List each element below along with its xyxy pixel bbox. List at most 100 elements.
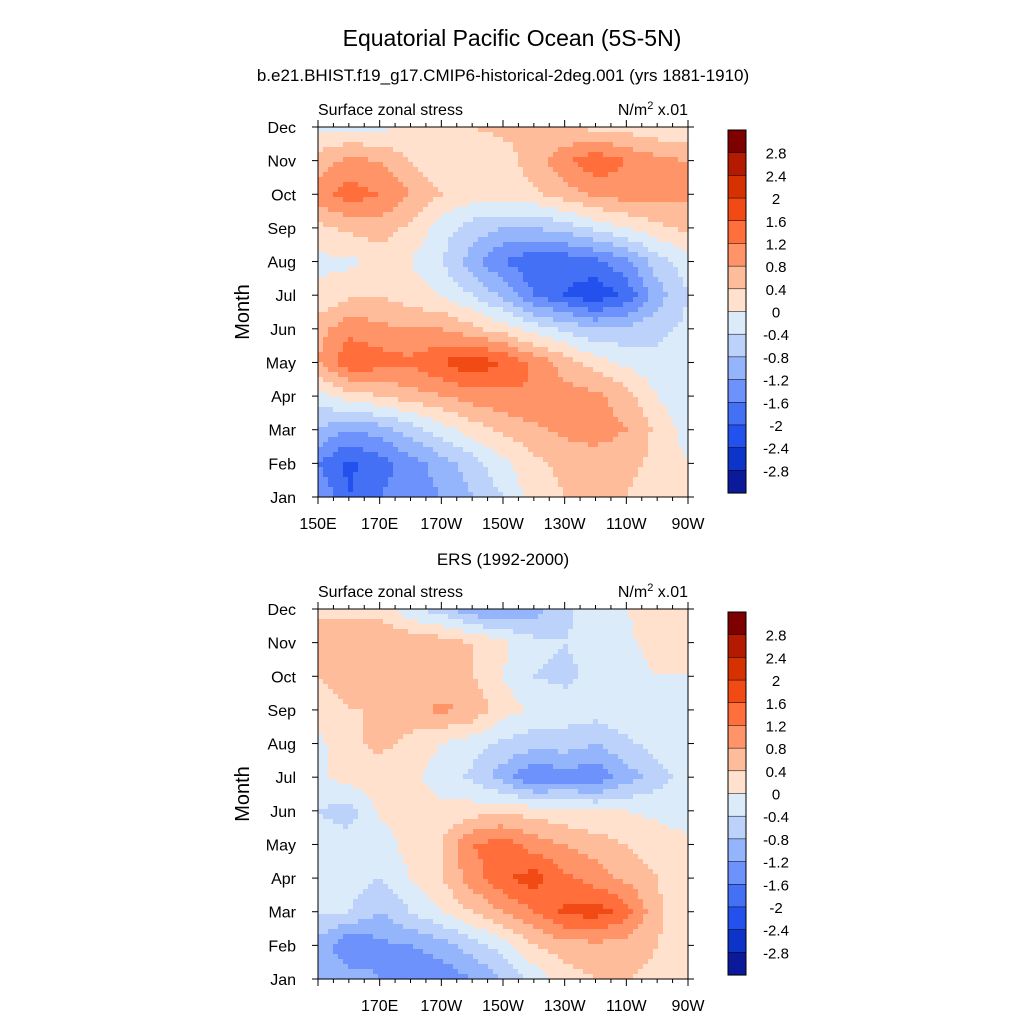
contour-cell (438, 147, 444, 153)
contour-cell (518, 257, 524, 263)
contour-cell (403, 267, 409, 273)
contour-cell (533, 272, 539, 278)
contour-cell (543, 237, 549, 243)
contour-cell (473, 432, 479, 438)
contour-cell (488, 422, 494, 428)
contour-cell (368, 437, 374, 443)
contour-cell (383, 362, 389, 368)
contour-cell (373, 387, 379, 393)
contour-cell (538, 212, 544, 218)
contour-cell (403, 312, 409, 318)
contour-cell (653, 427, 659, 433)
contour-cell (548, 222, 554, 228)
contour-cell (483, 462, 489, 468)
contour-cell (628, 452, 634, 458)
contour-cell (568, 392, 574, 398)
contour-cell (553, 192, 559, 198)
contour-cell (553, 452, 559, 458)
contour-cell (388, 172, 394, 178)
contour-cell (623, 362, 629, 368)
contour-cell (603, 447, 609, 453)
contour-cell (533, 457, 539, 463)
contour-cell (668, 282, 674, 288)
contour-cell (498, 187, 504, 193)
contour-cell (518, 457, 524, 463)
contour-cell (583, 322, 589, 328)
contour-cell (448, 192, 454, 198)
contour-cell (413, 222, 419, 228)
contour-cell (673, 187, 679, 193)
contour-cell (553, 187, 559, 193)
contour-cell (553, 267, 559, 273)
contour-cell (573, 192, 579, 198)
contour-cell (518, 187, 524, 193)
contour-cell (458, 392, 464, 398)
contour-cell (663, 447, 669, 453)
contour-cell (383, 262, 389, 268)
contour-cell (623, 297, 629, 303)
contour-cell (593, 137, 599, 143)
contour-cell (408, 297, 414, 303)
contour-cell (568, 317, 574, 323)
contour-cell (618, 177, 624, 183)
contour-cell (363, 267, 369, 273)
contour-cell (578, 317, 584, 323)
contour-cell (643, 322, 649, 328)
contour-cell (383, 222, 389, 228)
contour-cell (638, 402, 644, 408)
contour-cell (533, 402, 539, 408)
contour-cell (413, 212, 419, 218)
contour-cell (618, 227, 624, 233)
contour-cell (518, 172, 524, 178)
contour-cell (568, 407, 574, 413)
contour-cell (573, 357, 579, 363)
contour-cell (423, 382, 429, 388)
contour-cell (458, 362, 464, 368)
contour-cell (663, 197, 669, 203)
contour-cell (553, 157, 559, 163)
contour-cell (518, 322, 524, 328)
contour-cell (448, 127, 454, 133)
contour-cell (453, 342, 459, 348)
contour-cell (423, 322, 429, 328)
contour-cell (343, 197, 349, 203)
contour-cell (568, 427, 574, 433)
contour-cell (618, 202, 624, 208)
contour-cell (543, 147, 549, 153)
contour-cell (658, 392, 664, 398)
contour-cell (623, 437, 629, 443)
contour-cell (363, 177, 369, 183)
contour-cell (438, 442, 444, 448)
contour-cell (408, 352, 414, 358)
contour-cell (318, 397, 324, 403)
contour-cell (553, 247, 559, 253)
contour-cell (608, 287, 614, 293)
contour-cell (438, 457, 444, 463)
contour-cell (658, 252, 664, 258)
contour-cell (413, 387, 419, 393)
contour-cell (438, 162, 444, 168)
contour-cell (603, 302, 609, 308)
contour-cell (593, 267, 599, 273)
contour-cell (333, 312, 339, 318)
contour-cell (593, 377, 599, 383)
contour-cell (628, 337, 634, 343)
contour-cell (678, 162, 684, 168)
contour-cell (403, 167, 409, 173)
contour-cell (578, 187, 584, 193)
contour-cell (428, 377, 434, 383)
contour-cell (328, 277, 334, 283)
contour-cell (508, 247, 514, 253)
contour-cell (613, 137, 619, 143)
contour-cell (513, 377, 519, 383)
contour-cell (598, 162, 604, 168)
contour-cell (353, 452, 359, 458)
contour-cell (528, 132, 534, 138)
contour-cell (623, 347, 629, 353)
contour-cell (463, 462, 469, 468)
contour-cell (338, 322, 344, 328)
contour-cell (443, 277, 449, 283)
contour-cell (438, 242, 444, 248)
contour-cell (663, 242, 669, 248)
contour-cell (408, 232, 414, 238)
